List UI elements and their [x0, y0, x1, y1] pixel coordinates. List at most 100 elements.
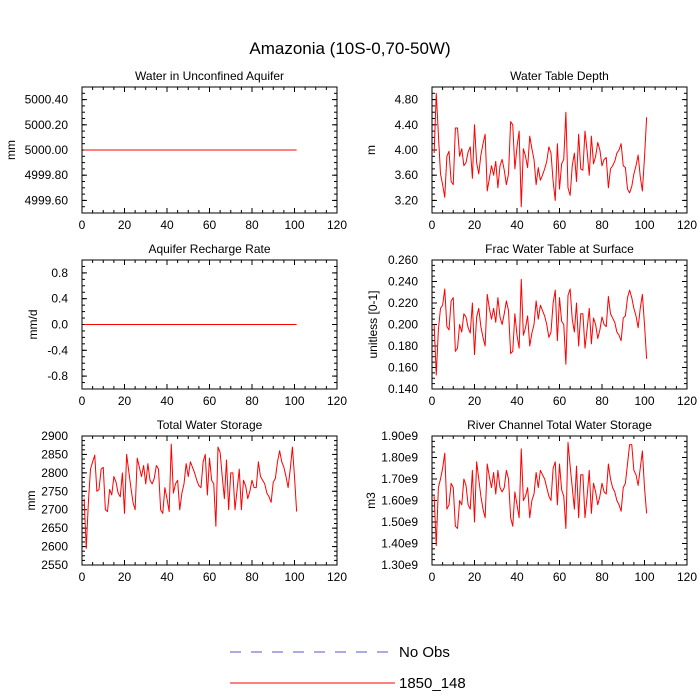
x-tick-label: 120 [677, 218, 697, 232]
x-tick-label: 60 [553, 570, 567, 584]
y-tick-label: 3.60 [395, 168, 419, 182]
x-tick-label: 20 [468, 394, 482, 408]
panel-frac-water-table-at-surface: Frac Water Table at Surface 0 20 40 60 80 100 1… [366, 242, 697, 408]
panel-title: Total Water Storage [157, 418, 263, 432]
y-tick-label: 4.00 [395, 143, 419, 157]
x-tick-label: 120 [327, 394, 347, 408]
x-tick-label: 60 [553, 218, 567, 232]
y-tick-label: 0.220 [388, 296, 418, 310]
panels-container: Water in Unconfined Aquifer 0 20 40 60 80 100 1… [4, 69, 697, 584]
plot-frame [81, 435, 338, 566]
x-tick-label: 120 [327, 570, 347, 584]
x-tick-label: 40 [160, 570, 174, 584]
y-tick-label: 4.80 [395, 93, 419, 107]
plot-frame [431, 259, 688, 390]
series-line-1850-148 [83, 443, 298, 549]
panel-water-table-depth: Water Table Depth 0 20 40 60 80 100 120 3.20 3.60… [364, 69, 697, 232]
x-tick-label: 40 [510, 218, 524, 232]
y-tick-label: 3.20 [395, 193, 419, 207]
legend-1850-148-label: 1850_148 [399, 675, 466, 692]
x-tick-label: 80 [595, 218, 609, 232]
y-tick-label: 0.240 [388, 275, 418, 289]
x-tick-label: 120 [677, 394, 697, 408]
y-tick-label: 2700 [41, 503, 68, 517]
y-tick-label: 2550 [41, 558, 68, 572]
y-tick-label: 2750 [41, 484, 68, 498]
y-tick-label: 1.40e9 [381, 537, 418, 551]
x-tick-label: 60 [203, 394, 217, 408]
y-tick-label: 0.8 [51, 266, 68, 280]
x-tick-label: 100 [634, 570, 654, 584]
y-tick-label: 0.260 [388, 253, 418, 267]
y-tick-label: 1.80e9 [381, 451, 418, 465]
x-tick-label: 120 [677, 570, 697, 584]
x-tick-label: 0 [429, 570, 436, 584]
figure-title: Amazonia (10S-0,70-50W) [249, 39, 450, 58]
x-tick-label: 60 [203, 570, 217, 584]
x-tick-label: 0 [429, 394, 436, 408]
x-tick-label: 40 [160, 394, 174, 408]
legend-no-obs-label: No Obs [399, 644, 450, 661]
y-tick-label: 2650 [41, 521, 68, 535]
x-tick-label: 20 [118, 394, 132, 408]
legend: No Obs 1850_148 [230, 644, 466, 692]
x-tick-label: 40 [160, 218, 174, 232]
x-tick-label: 40 [510, 570, 524, 584]
x-tick-label: 40 [510, 394, 524, 408]
y-tick-label: 1.60e9 [381, 494, 418, 508]
y-tick-label: 4999.80 [25, 168, 69, 182]
x-tick-label: 20 [468, 218, 482, 232]
y-tick-label: 5000.00 [25, 143, 69, 157]
y-tick-label: 1.90e9 [381, 429, 418, 443]
panel-title: Aquifer Recharge Rate [148, 242, 270, 256]
x-tick-label: 100 [634, 394, 654, 408]
y-tick-label: 4999.60 [25, 193, 69, 207]
y-axis-label: m3 [364, 492, 378, 509]
panel-title: Frac Water Table at Surface [485, 242, 634, 256]
x-tick-label: 100 [284, 394, 304, 408]
x-tick-label: 100 [284, 218, 304, 232]
x-tick-label: 80 [245, 570, 259, 584]
x-tick-label: 0 [79, 218, 86, 232]
y-tick-label: -0.8 [47, 369, 68, 383]
panel-total-water-storage: Total Water Storage 0 20 40 60 80 100 120 2550 26… [24, 418, 347, 584]
series-line-1850-148 [433, 278, 648, 376]
y-axis-label: m [364, 145, 378, 155]
y-tick-label: 0.0 [51, 318, 68, 332]
y-tick-label: 1.70e9 [381, 472, 418, 486]
y-tick-label: -0.4 [47, 343, 68, 357]
y-tick-label: 5000.40 [25, 93, 69, 107]
panel-title: River Channel Total Water Storage [467, 418, 652, 432]
y-tick-label: 0.160 [388, 361, 418, 375]
x-tick-label: 80 [245, 394, 259, 408]
series-line-1850-148 [433, 92, 648, 208]
y-axis-label: mm [24, 491, 38, 511]
y-axis-label: unitless [0-1] [366, 290, 380, 358]
x-tick-label: 120 [327, 218, 347, 232]
x-tick-label: 0 [79, 570, 86, 584]
y-tick-label: 0.180 [388, 339, 418, 353]
panel-title: Water in Unconfined Aquifer [135, 69, 284, 83]
x-tick-label: 80 [245, 218, 259, 232]
y-axis-label: mm [4, 140, 18, 160]
y-axis-label: mm/d [26, 310, 40, 340]
y-tick-label: 5000.20 [25, 118, 69, 132]
y-tick-label: 2850 [41, 447, 68, 461]
panel-aquifer-recharge-rate: Aquifer Recharge Rate 0 20 40 60 80 100 120 -0.8… [26, 242, 347, 408]
x-tick-label: 100 [634, 218, 654, 232]
x-tick-label: 60 [553, 394, 567, 408]
x-tick-label: 100 [284, 570, 304, 584]
y-tick-label: 0.140 [388, 382, 418, 396]
x-tick-label: 20 [118, 570, 132, 584]
x-tick-label: 60 [203, 218, 217, 232]
x-tick-label: 80 [595, 394, 609, 408]
x-tick-label: 0 [79, 394, 86, 408]
y-tick-label: 4.40 [395, 118, 419, 132]
x-tick-label: 0 [429, 218, 436, 232]
x-tick-label: 20 [118, 218, 132, 232]
y-tick-label: 1.30e9 [381, 558, 418, 572]
panel-water-in-unconfined-aquifer: Water in Unconfined Aquifer 0 20 40 60 80 100 1… [4, 69, 347, 232]
y-tick-label: 2900 [41, 429, 68, 443]
series-line-1850-148 [433, 441, 648, 547]
